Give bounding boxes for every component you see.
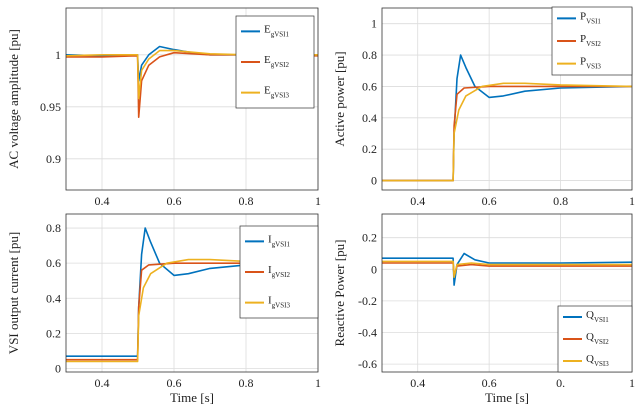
legend-entry-subscript: gVSI2	[271, 61, 290, 69]
y-tick-label: 0.6	[46, 256, 61, 270]
y-axis-label: Reactive Power [pu]	[332, 240, 347, 347]
x-axis-label: Time [s]	[485, 390, 529, 405]
y-tick-label: 0	[371, 174, 377, 188]
voltage-amplitude-chart: 0.4 0.6 0.8 1 0.9 0.95 1 AC voltage amplitude […	[6, 7, 321, 208]
x-tick-label: 1	[315, 194, 321, 208]
reactive-power-chart: 0.4 0.6 0. 1 -0.6 -0.4 -0.2 0 0.2 Reactive Power …	[332, 213, 635, 405]
legend-entry-subscript: VSI1	[594, 316, 609, 324]
y-tick-label: 1	[371, 17, 377, 31]
legend-entry-subscript: gVSI1	[271, 30, 290, 38]
legend-entry-subscript: gVSI3	[271, 92, 290, 100]
legend-entry-subscript: gVSI2	[272, 271, 291, 279]
series-line-3	[382, 82, 632, 182]
legend-entry-subscript: VSI3	[586, 63, 601, 71]
y-tick-label: 0	[55, 361, 61, 375]
x-axis-label: Time [s]	[170, 390, 214, 405]
x-tick-label: 1	[315, 376, 321, 390]
series-line-3	[66, 49, 318, 100]
y-tick-label: 0.8	[46, 221, 61, 235]
x-tick-label: 0.4	[95, 194, 110, 208]
x-tick-label: 0.8	[239, 194, 254, 208]
x-tick-label: 1	[629, 194, 635, 208]
x-tick-label: 0.6	[482, 194, 497, 208]
series-line-3	[382, 260, 632, 278]
legend-entry-subscript: VSI3	[594, 360, 609, 368]
axes-frame	[65, 7, 319, 191]
x-tick-label: 1	[629, 376, 635, 390]
y-tick-label: -0.4	[358, 326, 377, 340]
y-axis-label: AC voltage amplitude [pu]	[6, 29, 21, 169]
y-axis-label: VSI output current [pu]	[6, 232, 21, 354]
x-tick-label: 0.4	[410, 376, 425, 390]
y-tick-label: 0.2	[362, 142, 377, 156]
y-tick-label: 0.2	[46, 326, 61, 340]
output-current-chart: 0.4 0.6 0.8 1 0 0.2 0.4 0.6 0.8 VSI output curren…	[6, 213, 321, 405]
y-tick-label: -0.2	[358, 294, 377, 308]
x-tick-label: 0.6	[482, 376, 497, 390]
y-tick-label: 1	[55, 48, 61, 62]
active-power-chart: 0.4 0.6 0.8 1 0 0.2 0.4 0.6 0.8 1 Active power [pu…	[332, 6, 635, 208]
x-tick-label: 0.8	[553, 194, 568, 208]
axes-frame	[381, 7, 633, 191]
axes-frame	[381, 213, 633, 373]
x-tick-label: 0.6	[167, 194, 182, 208]
y-tick-label: 0.9	[46, 152, 61, 166]
legend-entry-subscript: VSI2	[594, 338, 609, 346]
x-tick-label: 0.8	[239, 376, 254, 390]
y-tick-label: 0.4	[362, 111, 377, 125]
y-axis-label: Active power [pu]	[332, 51, 347, 146]
legend-entry-subscript: gVSI3	[272, 302, 291, 310]
y-tick-label: 0.4	[46, 291, 61, 305]
legend-entry-subscript: VSI2	[586, 40, 601, 48]
x-tick-label: 0.4	[95, 376, 110, 390]
y-tick-label: 0.95	[40, 100, 61, 114]
series-line-3	[66, 258, 318, 363]
y-tick-label: 0.6	[362, 79, 377, 93]
x-tick-label: 0.6	[167, 376, 182, 390]
x-tick-label: 0.	[556, 376, 565, 390]
y-tick-label: 0	[371, 262, 377, 276]
y-tick-label: -0.6	[358, 357, 377, 371]
legend-entry-subscript: VSI1	[586, 17, 601, 25]
legend-entry-subscript: gVSI1	[272, 240, 291, 248]
y-tick-label: 0.2	[362, 231, 377, 245]
x-tick-label: 0.4	[410, 194, 425, 208]
y-tick-label: 0.8	[362, 48, 377, 62]
